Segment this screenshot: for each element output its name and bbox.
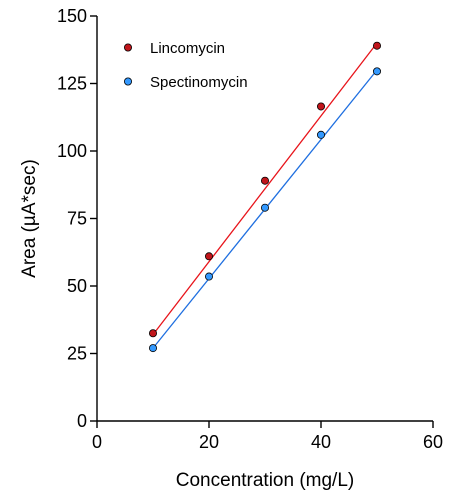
lincomycin-point (316, 102, 325, 111)
x-tick-label: 60 (423, 432, 443, 452)
spectinomycin-point (204, 272, 213, 281)
x-tick-label: 40 (311, 432, 331, 452)
lincomycin-legend-label: Lincomycin (150, 40, 225, 57)
data-points (148, 41, 381, 353)
spectinomycin-point (372, 67, 381, 76)
spectinomycin-legend-label: Spectinomycin (150, 74, 248, 91)
lincomycin-point (260, 176, 269, 185)
y-tick-label: 75 (67, 209, 87, 229)
y-tick-label: 100 (57, 141, 87, 161)
axes: 0 20 40 60 0 25 50 75 100 125 150 (57, 6, 443, 452)
lincomycin-point (372, 41, 381, 50)
lincomycin-point (204, 252, 213, 261)
spectinomycin-point (316, 130, 325, 139)
spectinomycin-legend-marker (124, 77, 133, 86)
y-tick-label: 150 (57, 6, 87, 26)
lincomycin-fit-line (152, 42, 378, 335)
y-tick-label: 25 (67, 344, 87, 364)
x-axis-title: Concentration (mg/L) (176, 470, 354, 491)
x-tick-label: 20 (199, 432, 219, 452)
legend: Lincomycin Spectinomycin (124, 40, 248, 91)
y-tick-label: 0 (77, 411, 87, 431)
y-axis-title: Area (µA*sec) (19, 159, 40, 278)
spectinomycin-point (148, 344, 157, 353)
y-tick-label: 50 (67, 276, 87, 296)
x-tick-label: 0 (92, 432, 102, 452)
y-tick-label: 125 (57, 74, 87, 94)
lincomycin-legend-marker (124, 43, 133, 52)
spectinomycin-point (260, 203, 269, 212)
lincomycin-point (148, 329, 157, 338)
